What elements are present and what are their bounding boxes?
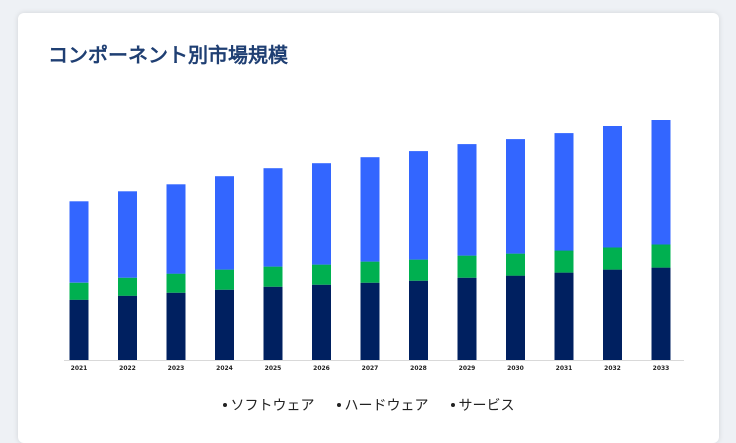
bar-segment-2029-software <box>457 144 477 256</box>
legend-label-software: ソフトウェア <box>230 398 315 414</box>
legend-item-hardware: ハードウェア <box>336 395 429 415</box>
x-tick-label: 2021 <box>71 365 88 372</box>
x-tick-label: 2030 <box>507 365 524 372</box>
bar-segment-2025-software <box>263 168 283 267</box>
chart-legend: ソフトウェア ハードウェア サービス <box>18 395 719 415</box>
bar-segment-2027-software <box>360 157 380 262</box>
bar-segment-2028-services <box>409 280 428 360</box>
bar-segment-2033-software <box>651 120 671 245</box>
bar-segment-2029-services <box>457 277 477 360</box>
bar-segment-2026-services <box>312 284 331 360</box>
bar-segment-2033-hardware <box>651 244 671 268</box>
bar-segment-2023-hardware <box>166 273 186 293</box>
x-tick-label: 2022 <box>119 365 136 372</box>
chart-title: コンポーネント別市場規模 <box>48 43 288 67</box>
bar-segment-2022-software <box>118 191 137 278</box>
x-tick-label: 2032 <box>604 365 621 372</box>
x-tick-label: 2025 <box>265 365 282 372</box>
bar-segment-2024-software <box>215 176 234 270</box>
bar-segment-2024-services <box>215 289 234 360</box>
legend-item-software: ソフトウェア <box>222 395 315 415</box>
bar-segment-2033-services <box>651 267 671 360</box>
legend-label-services: サービス <box>458 398 515 414</box>
bar-segment-2023-software <box>166 184 186 274</box>
bar-segment-2028-software <box>409 151 428 260</box>
legend-bullet-icon <box>336 403 341 407</box>
x-tick-label: 2027 <box>362 365 379 372</box>
chart-card: コンポーネント別市場規模 2021 2022 2023 2024 2025 2026 202… <box>18 13 719 443</box>
bar-segment-2027-services <box>360 282 380 360</box>
bar-segment-2032-software <box>603 126 622 248</box>
bar-segment-2031-hardware <box>554 250 574 273</box>
bar-segment-2022-hardware <box>118 277 137 296</box>
bar-segment-2022-services <box>118 295 137 360</box>
bar-segment-2023-services <box>166 292 186 360</box>
bar-segment-2028-hardware <box>409 259 428 281</box>
legend-item-services: サービス <box>450 395 515 415</box>
bar-segment-2026-hardware <box>312 264 331 285</box>
bar-segment-2025-hardware <box>263 266 283 287</box>
x-tick-label: 2026 <box>313 365 330 372</box>
legend-label-hardware: ハードウェア <box>344 398 429 414</box>
bar-segment-2032-services <box>603 269 622 360</box>
x-tick-label: 2029 <box>459 365 476 372</box>
bar-segment-2021-hardware <box>69 282 89 300</box>
legend-bullet-icon <box>222 403 227 407</box>
bar-segment-2030-services <box>506 275 525 360</box>
x-tick-label: 2028 <box>410 365 427 372</box>
bar-segment-2031-software <box>554 133 574 251</box>
stacked-bar-chart: 2021 2022 2023 2024 2025 2026 2027 2028 2029 2030… <box>64 120 684 372</box>
bar-segment-2024-hardware <box>215 269 234 290</box>
x-tick-label: 2033 <box>653 365 670 372</box>
bar-segment-2025-services <box>263 286 283 360</box>
legend-bullet-icon <box>450 403 455 407</box>
x-tick-label: 2023 <box>168 365 185 372</box>
x-tick-label: 2024 <box>216 365 233 372</box>
bar-segment-2030-software <box>506 139 525 254</box>
bar-segment-2032-hardware <box>603 247 622 270</box>
bar-segment-2026-software <box>312 163 331 265</box>
bar-segment-2027-hardware <box>360 261 380 283</box>
bar-segment-2021-software <box>69 201 89 283</box>
x-tick-label: 2031 <box>556 365 573 372</box>
bar-segment-2021-services <box>69 299 89 360</box>
bar-segment-2030-hardware <box>506 253 525 276</box>
bar-segment-2029-hardware <box>457 255 477 278</box>
bar-segment-2031-services <box>554 272 574 360</box>
